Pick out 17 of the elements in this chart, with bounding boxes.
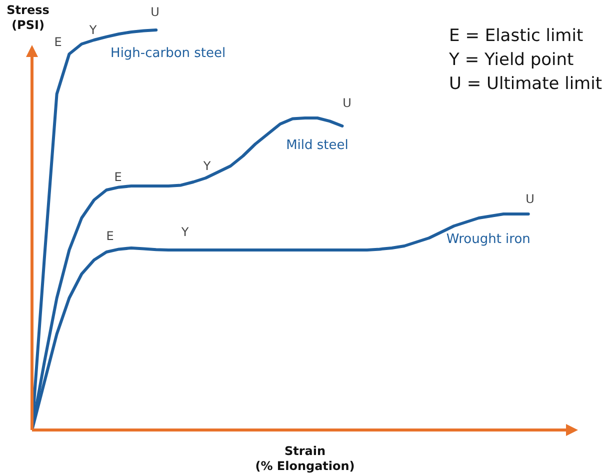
annotation: E (114, 170, 122, 184)
series-label: High-carbon steel (110, 46, 226, 61)
annotation: U (342, 96, 352, 110)
annotation: U = Ultimate limit (449, 73, 602, 96)
annotation: Y (180, 225, 190, 239)
annotation: Y = Yield point (449, 49, 575, 72)
annotation: U (526, 192, 534, 206)
annotation: E (54, 35, 62, 49)
x-axis-title: Strain (% Elongation) (255, 444, 355, 473)
annotation: Y (88, 23, 98, 37)
series-label: Mild steel (286, 138, 348, 153)
text: U (150, 5, 160, 19)
annotation: Y (202, 159, 212, 173)
annotation: E = Elastic limit (449, 25, 584, 48)
annotation: E (106, 229, 114, 243)
y-axis-title: Stress (PSI) (6, 3, 50, 32)
series-label: Wrought iron (446, 232, 530, 247)
